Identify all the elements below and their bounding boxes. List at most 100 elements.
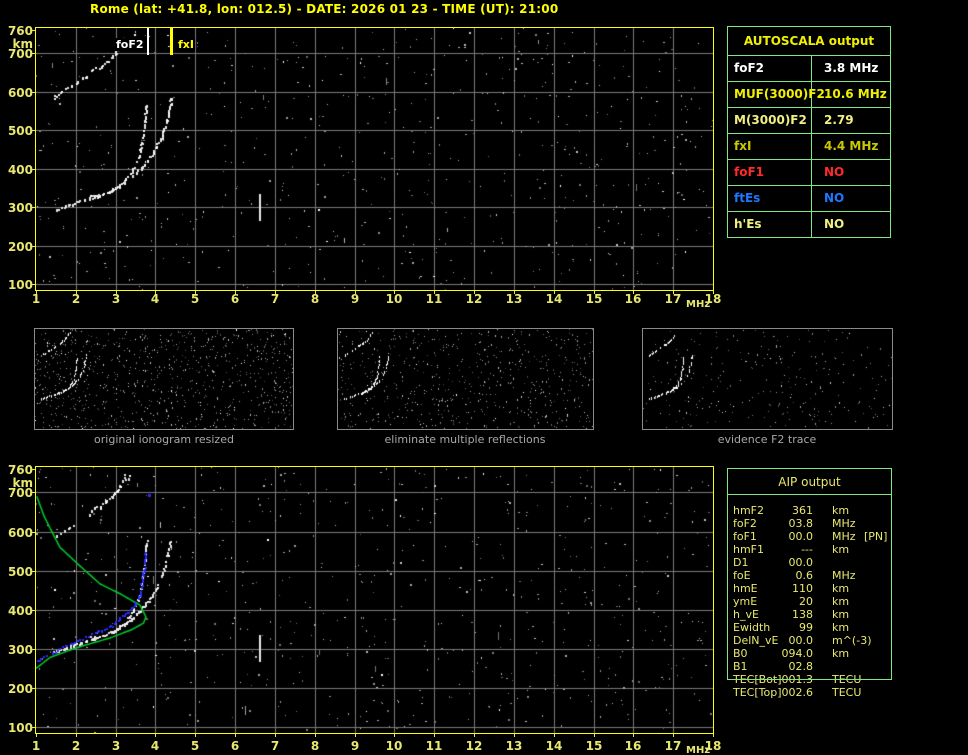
aip-row-value: 361 [792,504,813,517]
x-axis-tick-label: 17 [664,739,682,753]
x-axis-tick-label: 1 [31,739,41,753]
x-axis-tick [594,291,595,294]
x-axis-tick [673,291,674,294]
y-axis-tick-label: 760 [7,24,33,38]
x-axis-tick-label: 1 [31,292,41,306]
x-axis-tick-label: 2 [71,739,81,753]
aip-row-unit: MHz [832,530,856,543]
autoscala-row-label: foF1 [728,160,812,185]
autoscala-row: foF2 3.8 MHz [728,56,890,82]
x-axis-tick [474,734,475,737]
aip-row: foF1 00.0 MHz [PN] [727,530,903,543]
aip-row-value: 138 [792,608,813,621]
aip-row-label: hmE [733,582,758,595]
panel-eliminate-reflections [337,328,594,430]
foF2-marker-label: foF2 [115,38,145,51]
y-axis-tick [31,727,35,728]
aip-row-value: --- [801,543,813,556]
aip-row: hmF1 --- km [727,543,903,556]
autoscala-row-label: MUF(3000)F2 [728,82,825,107]
x-axis-tick [554,291,555,294]
ionogram-canvas [36,28,713,290]
aip-row-label: ymE [733,595,758,608]
x-axis-tick [434,734,435,737]
y-axis-tick [31,92,35,93]
autoscala-row: M(3000)F2 2.79 [728,108,890,134]
autoscala-row: h'Es NO [728,212,890,237]
fxI-marker-label: fxI [177,38,195,51]
aip-row: Ewidth 99 km [727,621,903,634]
y-axis-tick [31,649,35,650]
x-axis-tick-label: 10 [385,739,403,753]
aip-row-unit: km [832,582,850,595]
x-axis-tick-label: 12 [465,739,483,753]
x-axis-tick-label: 6 [230,739,240,753]
y-axis-tick [31,284,35,285]
autoscala-row-value: NO [824,165,845,179]
x-axis-tick-label: 13 [505,292,523,306]
panel-evidence-f2 [642,328,893,430]
panel-original-ionogram [34,328,294,430]
aip-row-label: B1 [733,660,748,673]
x-axis-tick [355,291,356,294]
x-axis-tick [713,734,714,737]
aip-row-unit: MHz [832,517,856,530]
aip-row-flag: [PN] [864,530,888,543]
x-axis-tick [155,734,156,737]
autoscala-row-label: foF2 [728,56,812,81]
aip-row-label: hmF1 [733,543,765,556]
x-axis-tick-label: 10 [385,292,403,306]
y-axis-tick-label: 500 [7,565,33,579]
x-axis-tick [36,291,37,294]
y-axis-tick [31,688,35,689]
panel-original-canvas [35,329,293,429]
autoscala-table-title: AUTOSCALA output [728,27,890,56]
x-axis-tick [633,291,634,294]
aip-row: TEC[Top] 002.6 TECU [727,686,903,699]
x-axis-tick [195,291,196,294]
y-axis-tick-label: 300 [7,201,33,215]
x-axis-tick-label: 18 [704,292,722,306]
y-axis-tick-label: 200 [7,240,33,254]
autoscala-row-value: NO [824,191,845,205]
aip-table-bottom-border [727,679,892,680]
x-axis-tick [235,734,236,737]
x-axis-tick [514,734,515,737]
panel-original-label: original ionogram resized [94,433,234,446]
x-axis-tick [275,291,276,294]
aip-row-label: foF1 [733,530,757,543]
x-axis-tick-label: 14 [545,292,563,306]
autoscala-row-label: M(3000)F2 [728,108,812,133]
aip-row-unit: km [832,647,850,660]
aip-row-unit: m^(-3) [832,634,872,647]
x-axis-tick [275,734,276,737]
y-axis-unit-label: km [12,37,33,51]
x-axis-tick-label: 17 [664,292,682,306]
autoscala-row-label: fxI [728,134,812,159]
aip-row: D1 00.0 [727,556,903,569]
panel-evidence-canvas [643,329,892,429]
x-axis-tick-label: 7 [270,292,280,306]
autoscala-row: fxI 4.4 MHz [728,134,890,160]
aip-row-value: 002.6 [781,686,814,699]
x-axis-tick [235,291,236,294]
autoscala-row-value: 10.6 MHz [824,87,887,101]
page-title: Rome (lat: +41.8, lon: 012.5) - DATE: 20… [90,2,559,16]
aip-row-value: 00.0 [788,556,814,569]
autoscala-table-rows: foF2 3.8 MHz MUF(3000)F2 10.6 MHz M(3000)F2 2… [728,56,890,237]
x-axis-tick [155,291,156,294]
y-axis-tick [31,532,35,533]
x-axis-tick [514,291,515,294]
autoscala-row-value: NO [824,217,845,231]
aip-row-value: 094.0 [781,647,814,660]
aip-row-label: Ewidth [733,621,771,634]
y-axis-tick-label: 400 [7,163,33,177]
x-axis-tick-label: 11 [425,739,443,753]
y-axis-tick-label: 700 [7,486,33,500]
aip-row-label: TEC[Top] [733,686,782,699]
x-axis-tick-label: 12 [465,292,483,306]
x-axis-tick-label: 5 [190,739,200,753]
aip-row-unit: TECU [832,686,862,699]
y-axis-unit-label: km [12,476,33,490]
panel-evidence-label: evidence F2 trace [717,433,817,446]
